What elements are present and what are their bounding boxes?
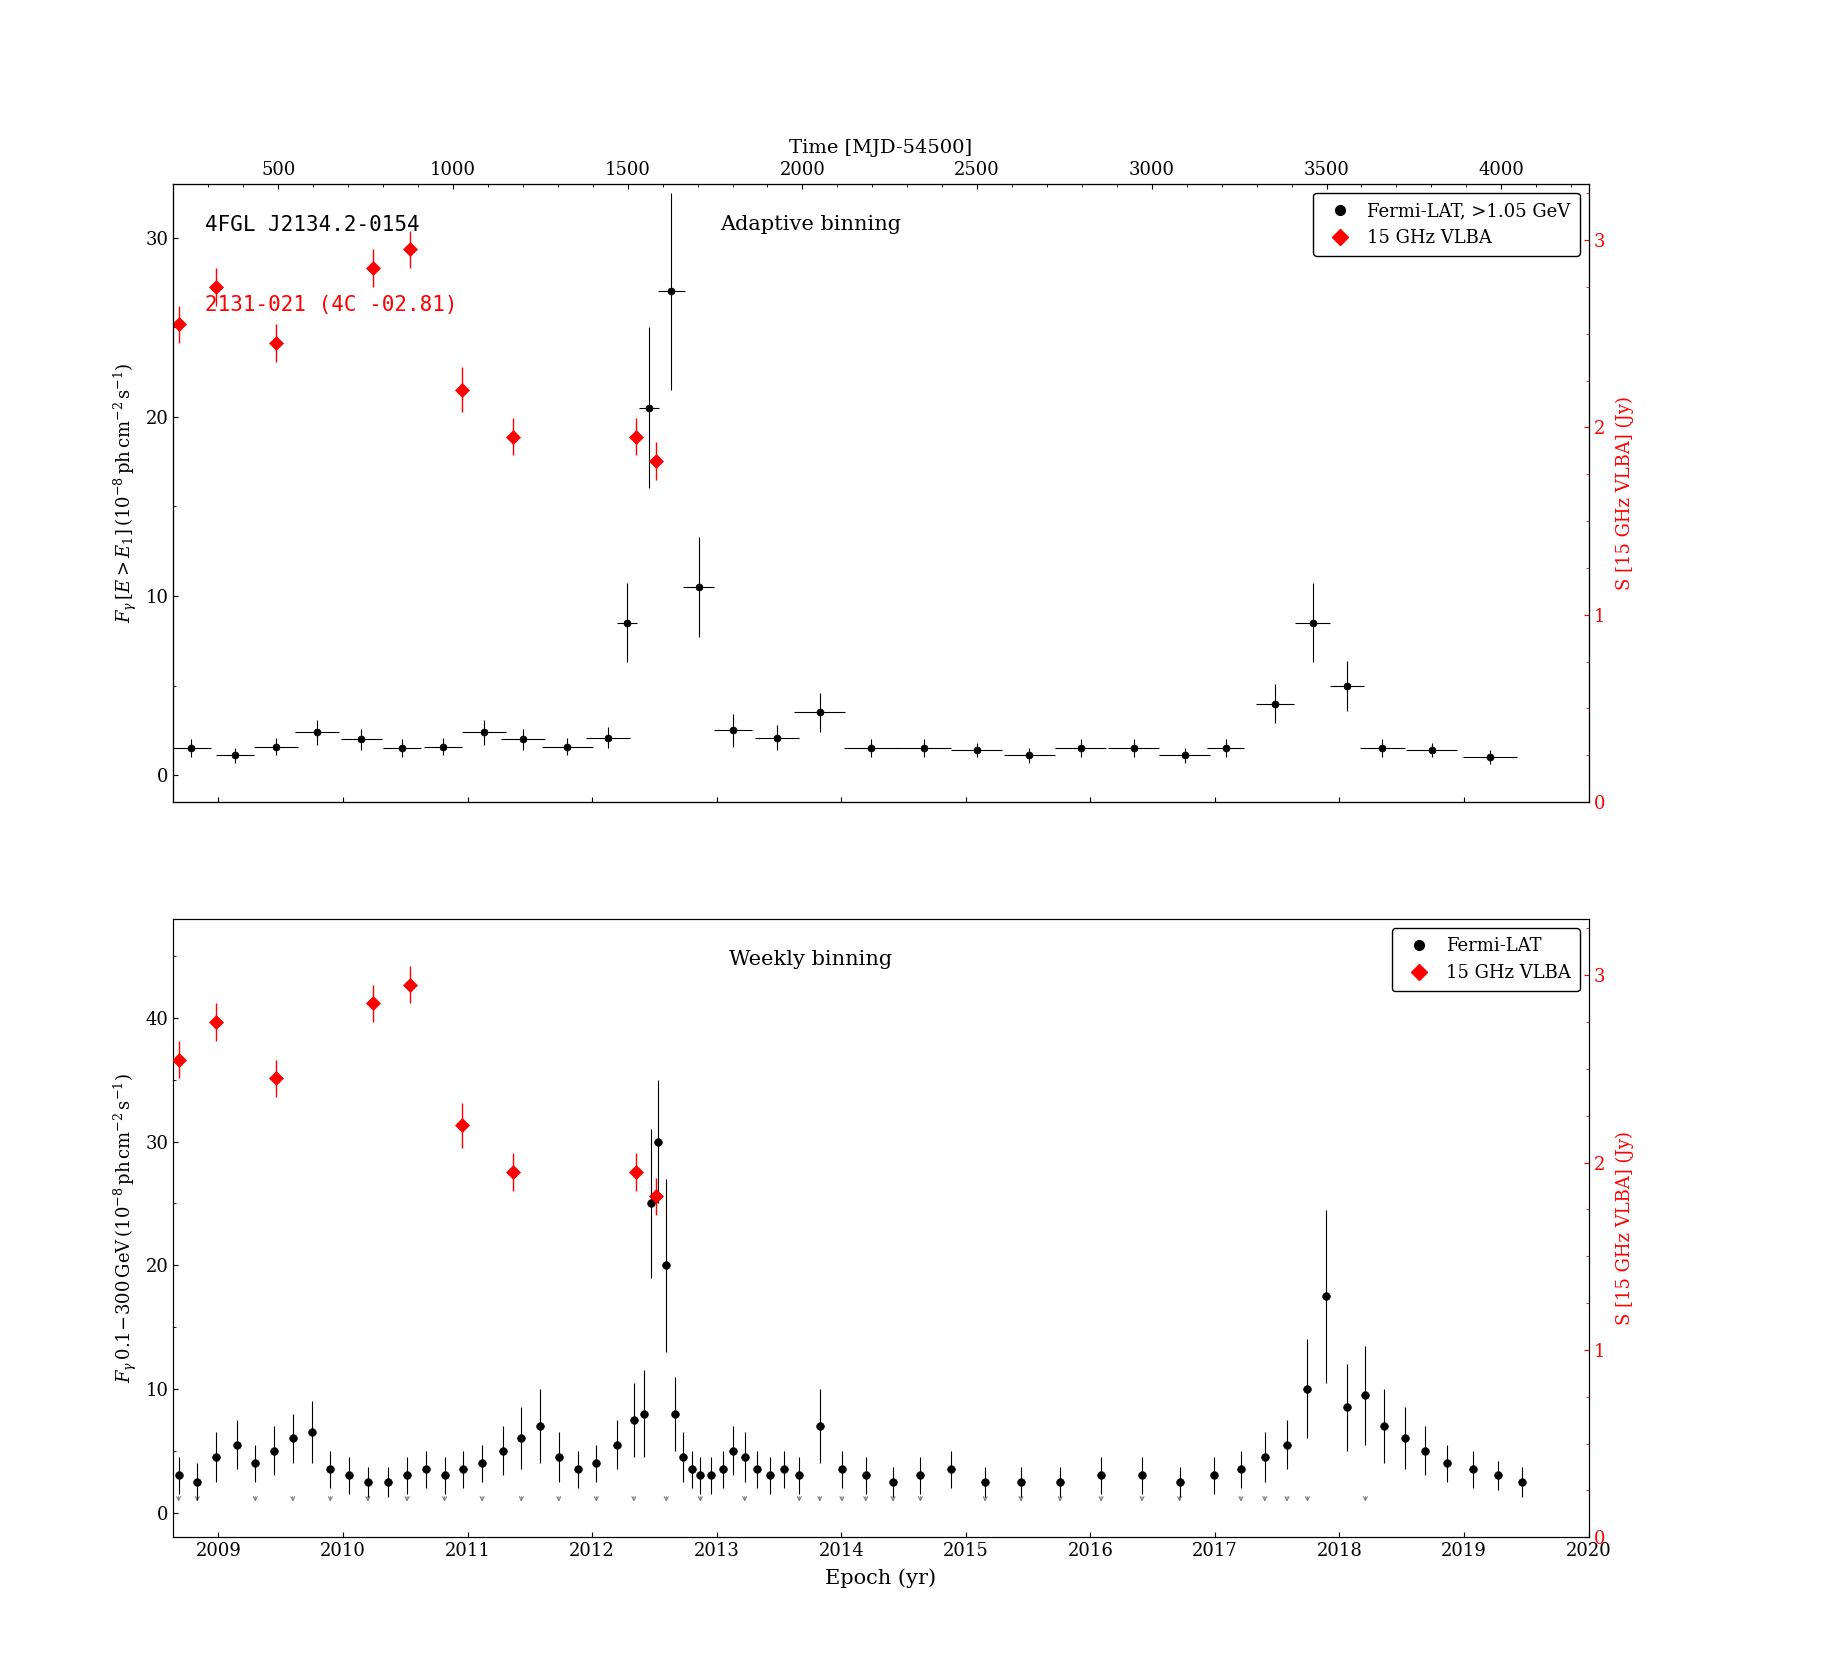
Y-axis label: $F_{\gamma}\,[E>E_1]\,(10^{-8}\,\mathrm{ph\,cm^{-2}\,s^{-1}})$: $F_{\gamma}\,[E>E_1]\,(10^{-8}\,\mathrm{… (111, 363, 139, 623)
Text: 2131-021 (4C -02.81): 2131-021 (4C -02.81) (205, 296, 456, 316)
Text: Adaptive binning: Adaptive binning (719, 216, 900, 234)
Text: Weekly binning: Weekly binning (729, 949, 891, 969)
Y-axis label: S [15 GHz VLBA] (Jy): S [15 GHz VLBA] (Jy) (1616, 1131, 1634, 1325)
Legend: Fermi-LAT, >1.05 GeV, 15 GHz VLBA: Fermi-LAT, >1.05 GeV, 15 GHz VLBA (1313, 192, 1579, 256)
X-axis label: Epoch (yr): Epoch (yr) (825, 1569, 937, 1587)
Y-axis label: S [15 GHz VLBA] (Jy): S [15 GHz VLBA] (Jy) (1616, 396, 1634, 590)
X-axis label: Time [MJD-54500]: Time [MJD-54500] (789, 139, 973, 157)
Text: 4FGL J2134.2-0154: 4FGL J2134.2-0154 (205, 216, 420, 234)
Y-axis label: $F_{\gamma}\,0.1\!-\!300\,\mathrm{GeV}\,(10^{-8}\,\mathrm{ph\,cm^{-2}\,s^{-1}})$: $F_{\gamma}\,0.1\!-\!300\,\mathrm{GeV}\,… (111, 1073, 139, 1384)
Legend: Fermi-LAT, 15 GHz VLBA: Fermi-LAT, 15 GHz VLBA (1391, 927, 1579, 991)
